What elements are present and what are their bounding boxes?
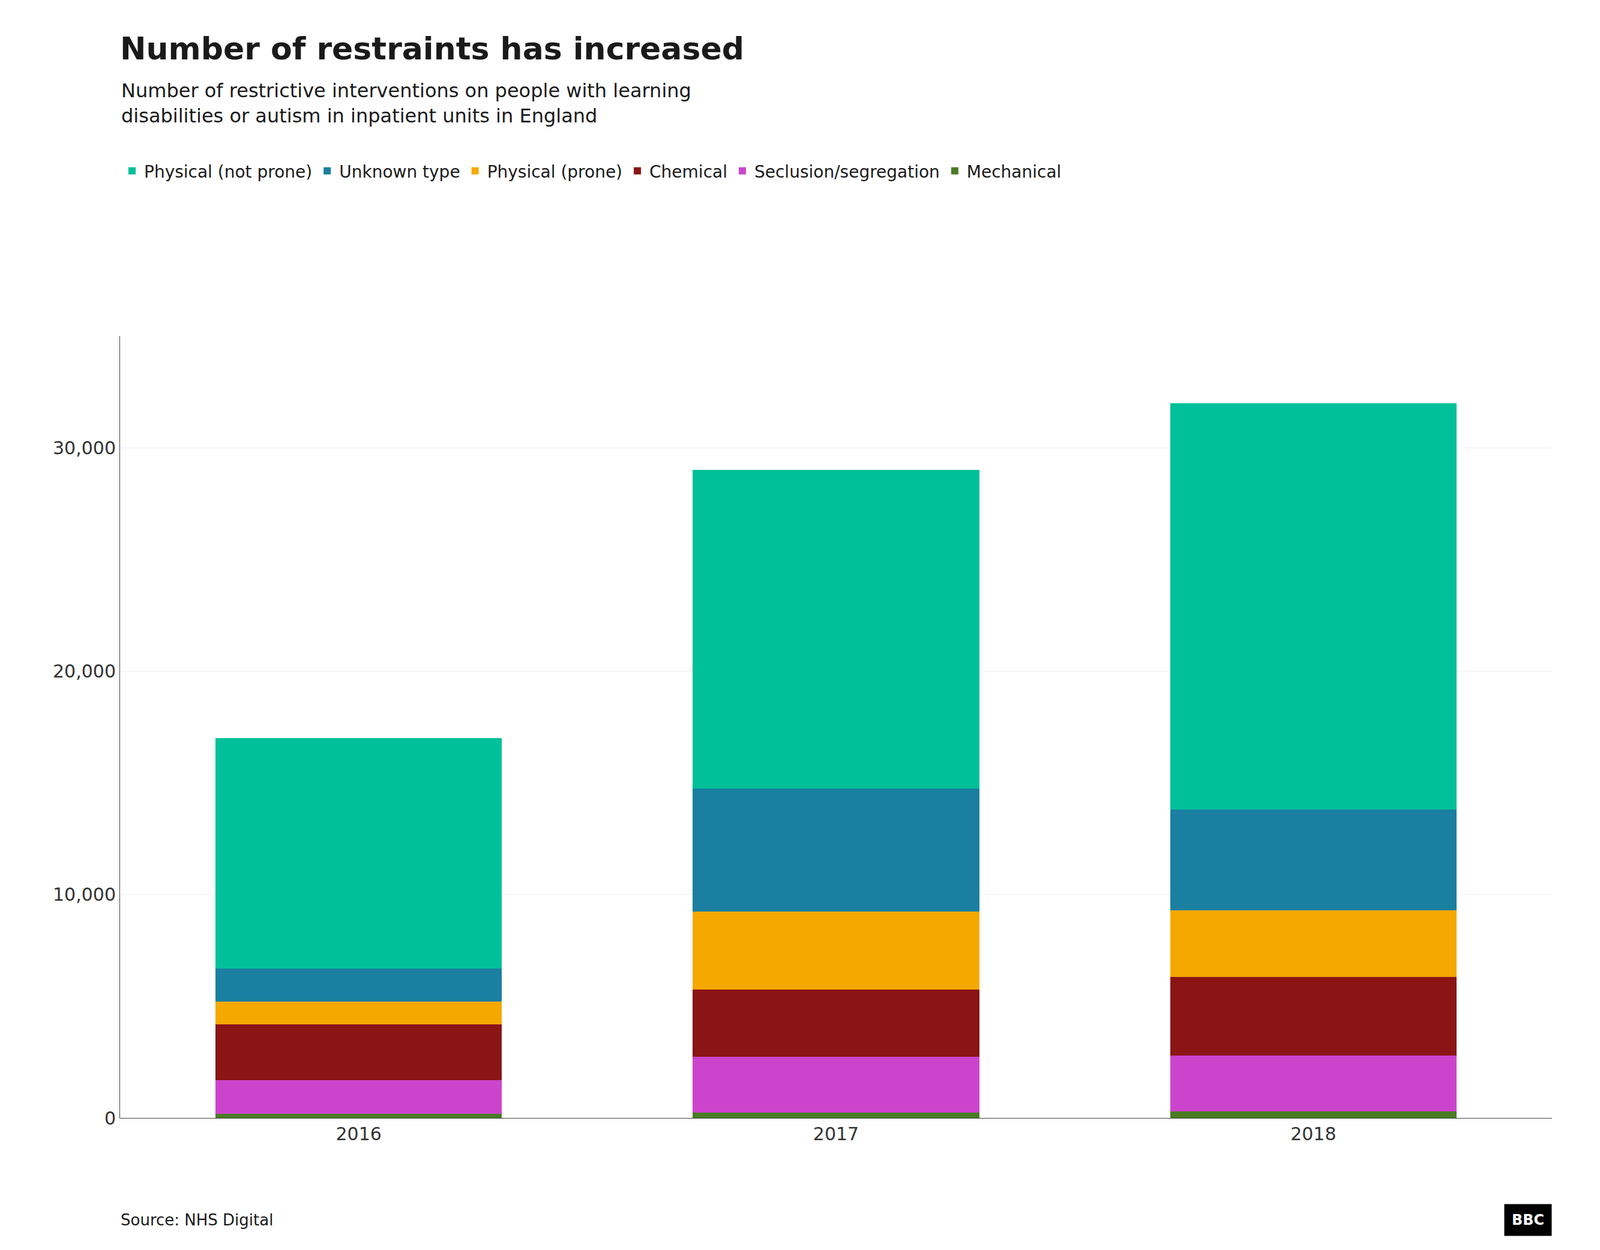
svg-text:2018: 2018	[1290, 1123, 1336, 1145]
svg-text:10,000: 10,000	[52, 884, 116, 906]
svg-text:BBC: BBC	[1511, 1211, 1545, 1229]
svg-text:Physical (not prone): Physical (not prone)	[144, 162, 313, 182]
svg-text:Number of restrictive interven: Number of restrictive interventions on p…	[121, 79, 692, 128]
svg-text:Seclusion/segregation: Seclusion/segregation	[754, 162, 940, 182]
svg-text:2017: 2017	[813, 1123, 859, 1145]
svg-text:0: 0	[104, 1107, 116, 1129]
svg-text:Mechanical: Mechanical	[966, 162, 1062, 182]
svg-text:20,000: 20,000	[52, 660, 116, 682]
svg-text:Source: NHS Digital: Source: NHS Digital	[120, 1211, 274, 1230]
svg-text:Chemical: Chemical	[649, 162, 728, 182]
svg-text:Unknown type: Unknown type	[339, 162, 460, 182]
svg-text:2016: 2016	[335, 1123, 382, 1145]
svg-text:Number of restraints has incre: Number of restraints has increased	[120, 30, 745, 67]
svg-text:30,000: 30,000	[52, 437, 116, 459]
svg-text:Physical (prone): Physical (prone)	[487, 162, 623, 182]
